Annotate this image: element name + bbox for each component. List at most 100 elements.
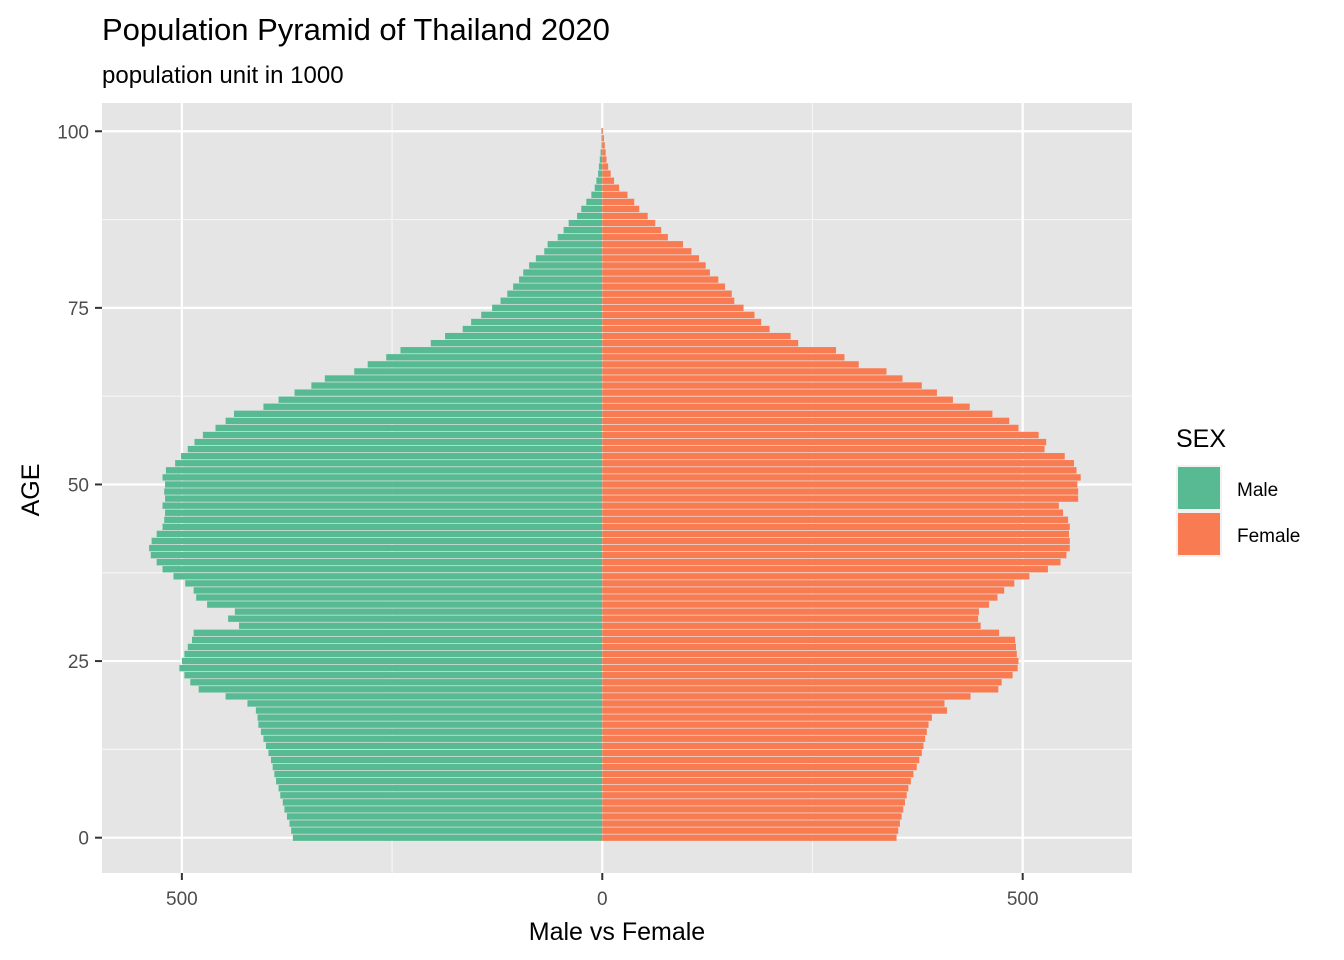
bar-female-age-43 [602,530,1069,538]
bar-male-age-60 [234,410,603,418]
bar-male-age-43 [156,530,603,538]
bar-male-age-70 [430,340,603,347]
bar-female-age-41 [602,544,1070,552]
bar-female-age-27 [602,643,1016,651]
bar-female-age-26 [602,650,1017,658]
bar-female-age-31 [602,615,979,622]
bar-male-age-71 [445,332,603,340]
bar-female-age-73 [602,318,762,326]
bar-male-age-87 [568,219,603,227]
bar-male-age-61 [263,403,603,410]
bar-male-age-17 [257,714,603,721]
bar-female-age-94 [602,170,611,177]
bar-male-age-8 [276,777,603,785]
bar-male-age-81 [529,262,603,269]
bar-female-age-79 [602,276,719,283]
bar-female-age-89 [602,205,640,213]
bar-male-age-90 [586,198,603,206]
bar-male-age-20 [225,693,603,700]
bar-male-age-16 [258,721,603,728]
bar-female-age-0 [602,834,897,841]
x-axis-title: Male vs Female [529,918,705,946]
bar-female-age-58 [602,424,1019,432]
bar-female-age-64 [602,382,922,389]
legend-label-female: Female [1237,526,1300,547]
bar-female-age-81 [602,262,706,269]
bar-female-age-98 [602,142,605,149]
bar-female-age-35 [602,587,1005,594]
legend: SEX Male Female [1176,425,1300,557]
bar-male-age-51 [162,474,603,481]
bar-male-age-65 [324,375,603,382]
bar-female-age-53 [602,460,1074,467]
bar-male-age-84 [547,241,603,248]
legend-swatch-male [1178,467,1220,509]
y-tick-label: 0 [78,829,89,850]
bar-male-age-36 [185,580,603,587]
bar-female-age-12 [602,749,922,757]
bar-male-age-92 [594,184,603,191]
bar-female-age-72 [602,325,770,333]
bar-female-age-39 [602,558,1061,566]
bar-male-age-59 [225,417,603,425]
bar-female-age-95 [602,163,609,170]
x-tick-label: 500 [166,889,198,910]
bar-female-age-69 [602,347,837,354]
bar-female-age-74 [602,311,755,319]
bar-male-age-96 [599,156,603,163]
y-axis-title: AGE [17,464,45,517]
bar-female-age-86 [602,226,662,234]
x-tick-label: 500 [1007,889,1039,910]
bar-female-age-33 [602,601,990,608]
x-tick-label: 0 [597,889,608,910]
bar-female-age-44 [602,523,1070,531]
bar-male-age-44 [162,523,603,531]
bar-female-age-76 [602,297,735,304]
bar-female-age-51 [602,474,1081,481]
bar-female-age-65 [602,375,903,382]
bar-male-age-79 [519,276,603,283]
bar-female-age-93 [602,177,615,184]
bar-female-age-15 [602,728,927,735]
bar-female-age-29 [602,629,1000,636]
bar-female-age-17 [602,714,932,721]
bar-female-age-5 [602,799,905,806]
bar-male-age-42 [151,537,603,545]
bar-male-age-58 [215,424,603,432]
bar-female-age-21 [602,686,999,693]
bar-male-age-49 [164,488,603,495]
bar-male-age-9 [274,770,603,778]
bar-female-age-22 [602,679,1002,686]
bar-male-age-97 [600,149,603,156]
bar-male-age-4 [284,806,603,813]
bar-female-age-88 [602,212,648,220]
bar-male-age-67 [367,361,603,368]
bar-male-age-1 [291,827,603,834]
bar-male-age-22 [190,679,603,686]
bar-female-age-18 [602,707,948,714]
bar-male-age-11 [271,756,603,764]
bar-male-age-55 [187,445,603,453]
bar-male-age-76 [500,297,603,304]
bar-male-age-15 [260,728,603,735]
bar-female-age-32 [602,608,979,615]
bar-male-age-21 [198,686,603,693]
bar-male-age-31 [228,615,603,622]
bar-female-age-20 [602,693,971,700]
bar-male-age-3 [286,813,603,820]
bar-female-age-60 [602,410,993,418]
bar-male-age-63 [294,389,603,396]
bar-female-age-38 [602,566,1048,573]
bar-female-age-71 [602,332,791,340]
bar-female-age-3 [602,813,902,820]
bar-female-age-42 [602,537,1070,545]
bar-male-age-0 [292,834,603,841]
bar-male-age-2 [289,820,603,827]
y-tick-label: 75 [68,299,89,320]
bar-male-age-19 [247,700,603,707]
bar-male-age-38 [162,566,603,573]
bar-female-age-6 [602,792,907,799]
bar-male-age-26 [184,650,603,658]
bar-male-age-64 [311,382,603,389]
bar-male-age-98 [601,142,603,149]
